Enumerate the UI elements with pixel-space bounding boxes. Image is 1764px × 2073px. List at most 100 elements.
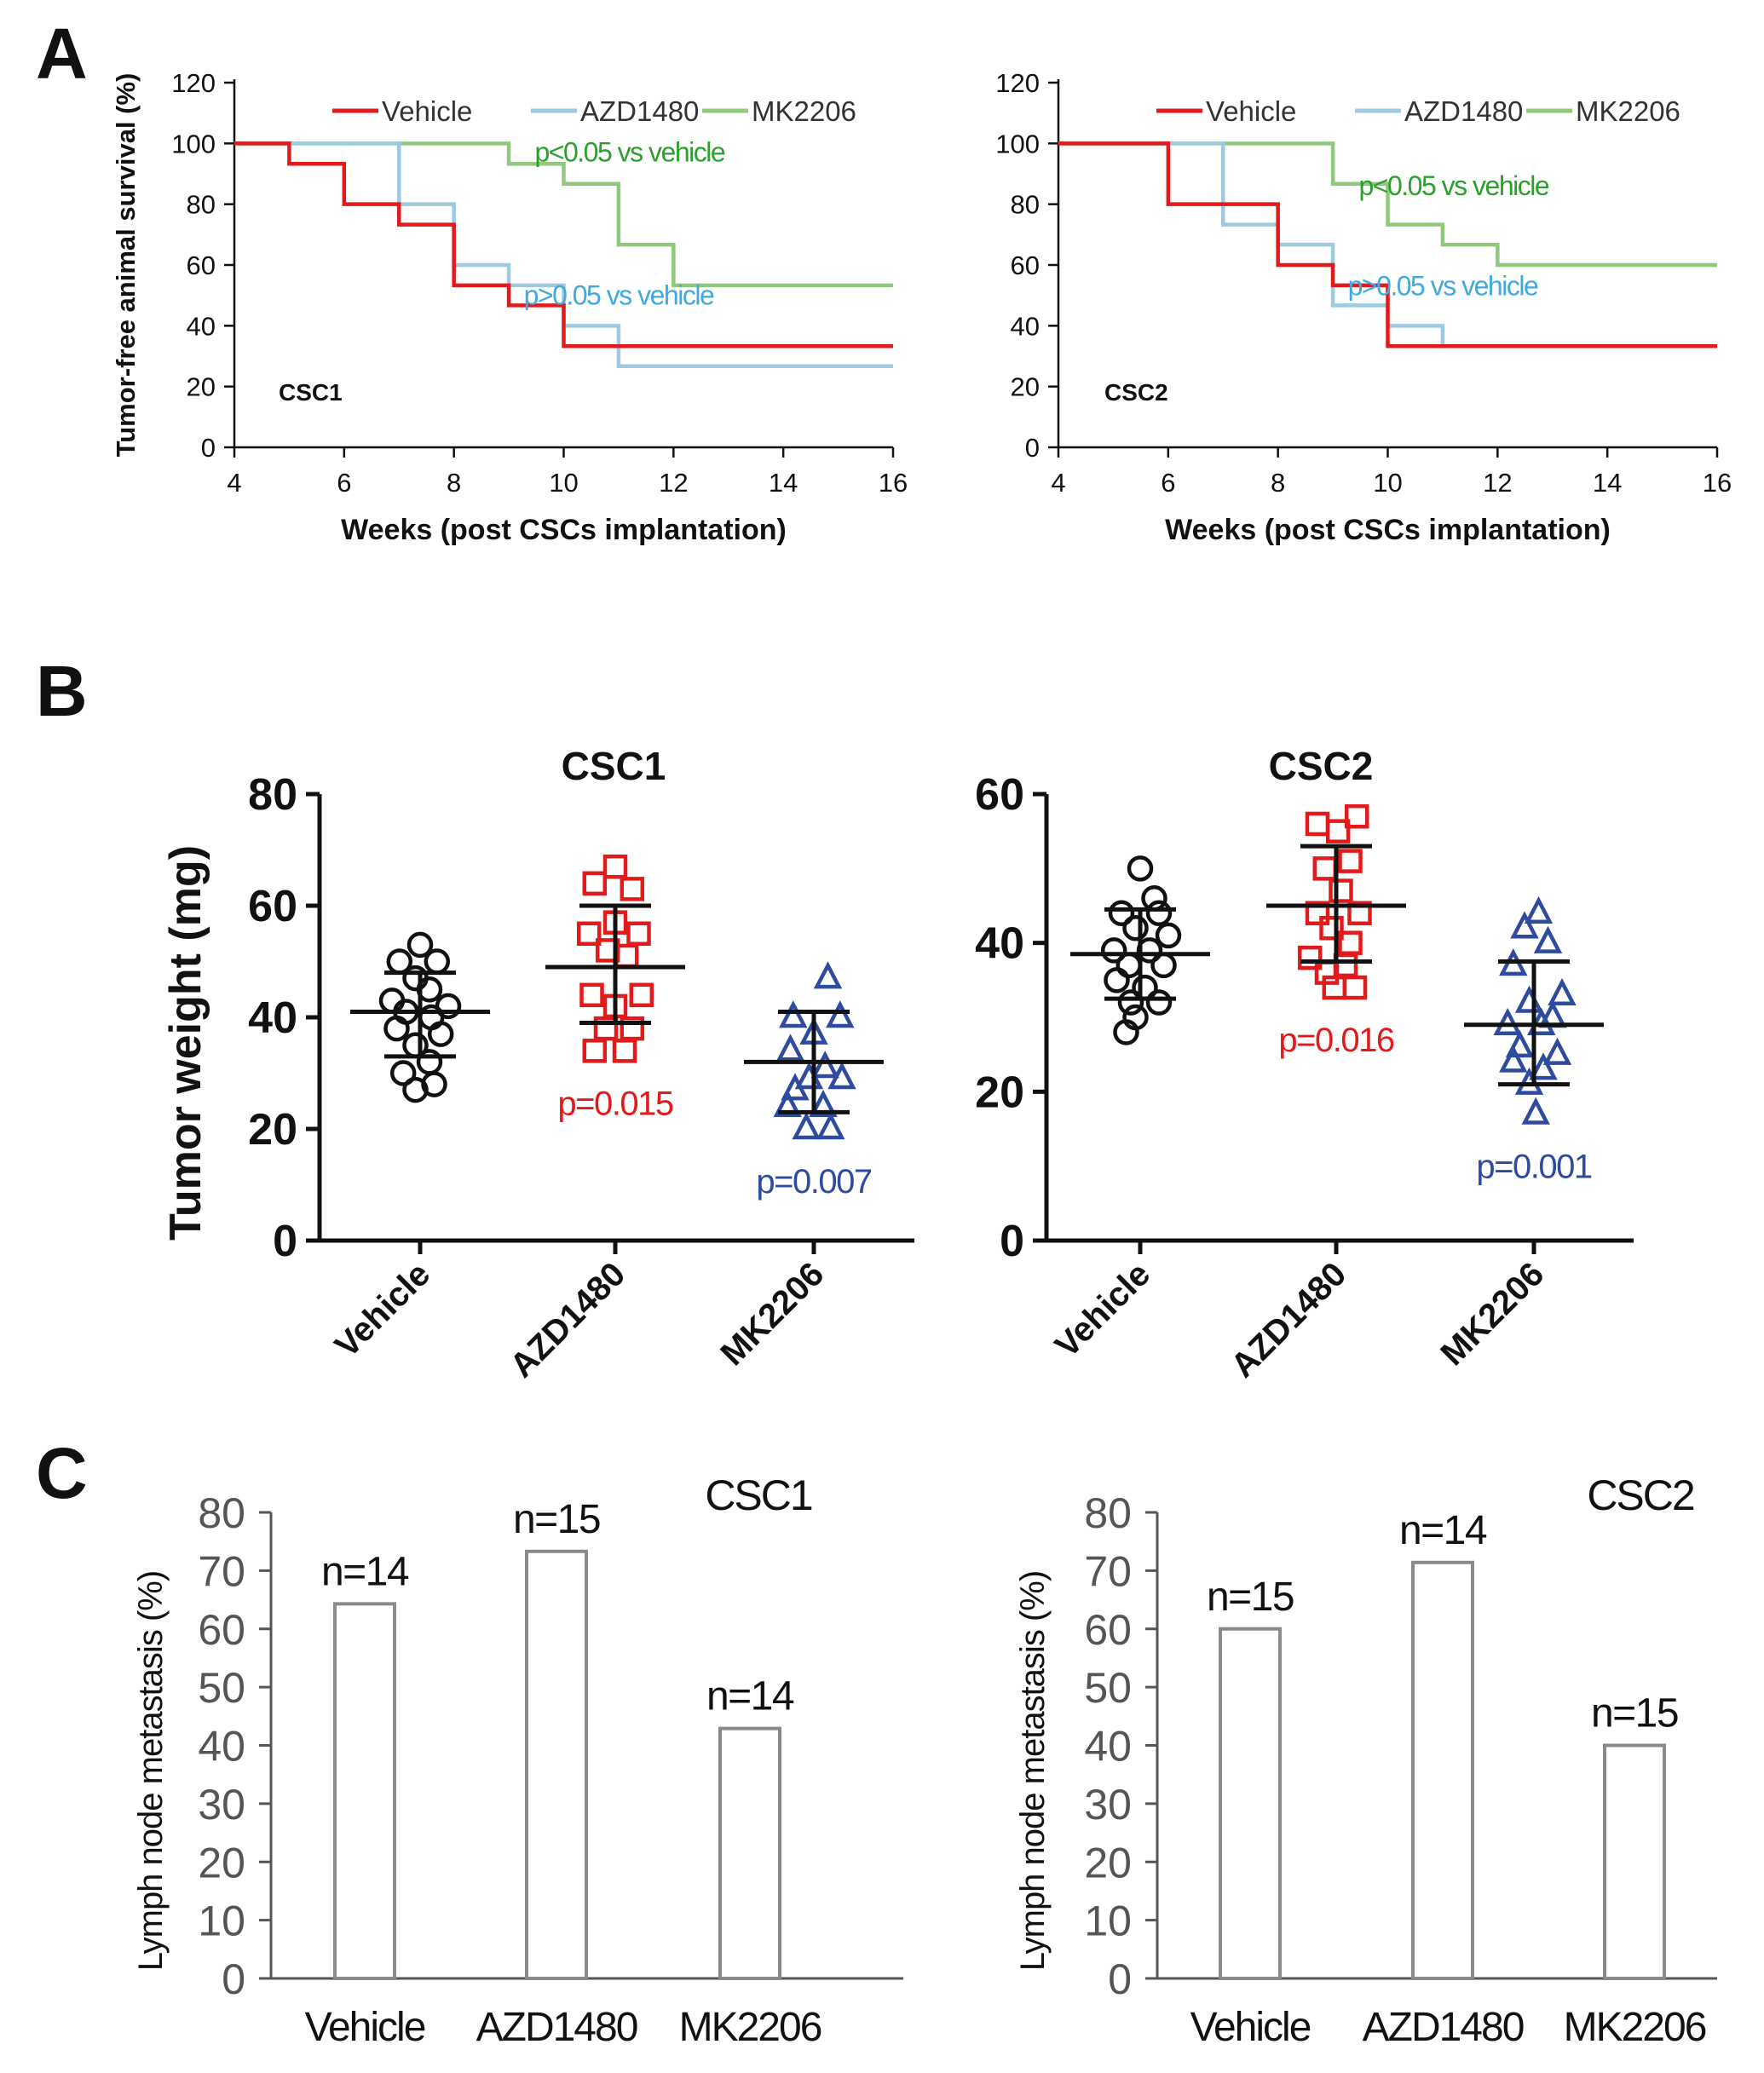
bar-mk2206 [1603, 1743, 1666, 1980]
data-point-mk2206 [810, 1051, 839, 1079]
series-line-azd1480 [234, 141, 893, 369]
y-tick-label: 40 [1011, 311, 1040, 341]
y-tick-label: 20 [975, 1068, 1024, 1117]
panel-letter-a: A [36, 14, 88, 94]
y-tick-label: 60 [187, 250, 216, 280]
y-tick-label: 70 [198, 1547, 245, 1595]
y-tick-label: 120 [995, 68, 1040, 98]
y-tick-label: 50 [198, 1664, 245, 1712]
data-point-vehicle [1117, 989, 1144, 1016]
y-tick-label: 30 [1084, 1781, 1132, 1828]
data-point-azd1480 [1325, 819, 1351, 844]
data-point-mk2206 [816, 1112, 845, 1140]
data-point-mk2206 [827, 1062, 856, 1090]
data-point-azd1480 [1319, 915, 1344, 941]
data-point-vehicle [427, 1021, 454, 1047]
legend-label-azd1480: AZD1480 [580, 95, 699, 127]
x-tick-label: 12 [659, 468, 688, 498]
y-tick-label: 40 [248, 993, 297, 1043]
data-point-azd1480 [620, 877, 645, 901]
p-value-azd1480: p=0.015 [557, 1085, 672, 1122]
x-tick-label: AZD1480 [476, 2005, 637, 2050]
bar-azd1480 [1411, 1560, 1474, 1980]
data-point-vehicle [383, 1015, 410, 1042]
y-tick-label: 80 [248, 770, 297, 820]
data-point-azd1480 [576, 921, 602, 946]
bar-n-label: n=15 [513, 1497, 600, 1542]
p-value-annotation: p<0.05 vs vehicle [1358, 170, 1548, 201]
chart-title: CSC2 [1587, 1471, 1694, 1519]
x-tick-label: 4 [1051, 468, 1065, 498]
data-point-azd1480 [1338, 849, 1363, 873]
bar-n-label: n=14 [706, 1674, 794, 1719]
tumor-weight-chart-csc1: 0 20 40 60 80 Vehicle AZD1480 MK2206 p=0.015 p=0.… [161, 744, 914, 1385]
series-line-mk2206 [1058, 141, 1717, 268]
y-tick-label: 40 [198, 1723, 245, 1771]
data-point-vehicle [406, 931, 434, 959]
p-value-annotation: p>0.05 vs vehicle [1348, 271, 1538, 302]
chart-title: CSC1 [705, 1471, 812, 1519]
data-point-vehicle [1113, 1019, 1139, 1045]
y-tick-label: 20 [1011, 372, 1040, 402]
series-line-mk2206 [234, 141, 893, 288]
data-point-vehicle [1150, 952, 1177, 979]
y-axis-label: Tumor weight (mg) [161, 845, 210, 1241]
data-point-mk2206 [1514, 985, 1544, 1013]
survival-chart-csc2: 0 20 40 60 80 100 120 4 6 8 10 12 14 16 Vehicle AZD1480… [995, 68, 1732, 546]
bar-n-label: n=14 [321, 1549, 409, 1594]
metastasis-chart-csc1: 0 10 20 30 40 50 60 70 80 n=14 Vehicle n=15 AZD1480 n… [132, 1471, 903, 2050]
y-tick-label: 80 [187, 190, 216, 220]
x-tick-label: 10 [549, 468, 578, 498]
x-tick-label: MK2206 [1564, 2005, 1706, 2050]
data-point-mk2206 [1529, 1052, 1558, 1080]
y-tick-label: 60 [1011, 250, 1040, 280]
x-tick-label: 16 [1703, 468, 1732, 498]
data-point-mk2206 [813, 961, 843, 989]
data-point-mk2206 [1521, 1097, 1550, 1125]
y-tick-label: 20 [198, 1839, 245, 1886]
y-tick-label: 30 [198, 1781, 245, 1828]
y-tick-label: 80 [1011, 190, 1040, 220]
data-point-vehicle [1115, 952, 1143, 979]
bar-vehicle [333, 1602, 396, 1980]
data-point-azd1480 [1297, 945, 1323, 970]
p-value-azd1480: p=0.016 [1278, 1022, 1393, 1059]
data-point-mk2206 [1499, 1045, 1528, 1073]
data-point-azd1480 [602, 854, 628, 879]
data-point-azd1480 [1305, 811, 1330, 837]
y-tick-label: 0 [1108, 1955, 1132, 2003]
data-point-azd1480 [1305, 901, 1330, 925]
chart-title: CSC2 [1269, 744, 1374, 788]
data-point-mk2206 [1524, 895, 1554, 924]
data-point-mk2206 [1533, 925, 1563, 953]
data-point-vehicle [424, 948, 451, 975]
y-tick-label: 50 [1084, 1664, 1132, 1712]
bar-vehicle [1219, 1627, 1282, 1980]
data-point-vehicle [1127, 855, 1154, 882]
bar-mk2206 [718, 1726, 781, 1980]
legend-label-mk2206: MK2206 [752, 95, 856, 127]
series-line-vehicle [1058, 141, 1717, 348]
x-tick-label: MK2206 [679, 2005, 821, 2050]
y-tick-label: 60 [1084, 1606, 1132, 1654]
bar-n-label: n=15 [1207, 1575, 1294, 1620]
y-tick-label: 60 [198, 1606, 245, 1654]
x-tick-label: 16 [879, 468, 908, 498]
y-tick-label: 80 [198, 1489, 245, 1537]
p-value-mk2206: p=0.001 [1476, 1149, 1591, 1186]
metastasis-chart-csc2: 0 10 20 30 40 50 60 70 80 n=15 Vehicle n=14 AZD1480 n… [1014, 1471, 1717, 2050]
chart-title: CSC1 [562, 744, 666, 788]
data-point-azd1480 [1342, 975, 1368, 1000]
data-point-vehicle [1145, 989, 1173, 1016]
y-tick-label: 100 [995, 129, 1040, 158]
y-tick-label: 80 [1084, 1489, 1132, 1537]
data-point-mk2206 [773, 1089, 802, 1118]
legend-label-vehicle: Vehicle [382, 95, 472, 127]
data-point-mk2206 [779, 1000, 808, 1028]
data-point-mk2206 [1542, 1037, 1572, 1065]
data-point-mk2206 [781, 1073, 810, 1101]
data-point-vehicle [389, 1060, 417, 1086]
data-point-azd1480 [1347, 901, 1372, 925]
survival-chart-csc1: 0 20 40 60 80 100 120 4 6 8 10 12 14 16 Vehicle AZD1480… [111, 68, 908, 546]
data-point-azd1480 [582, 1039, 608, 1063]
